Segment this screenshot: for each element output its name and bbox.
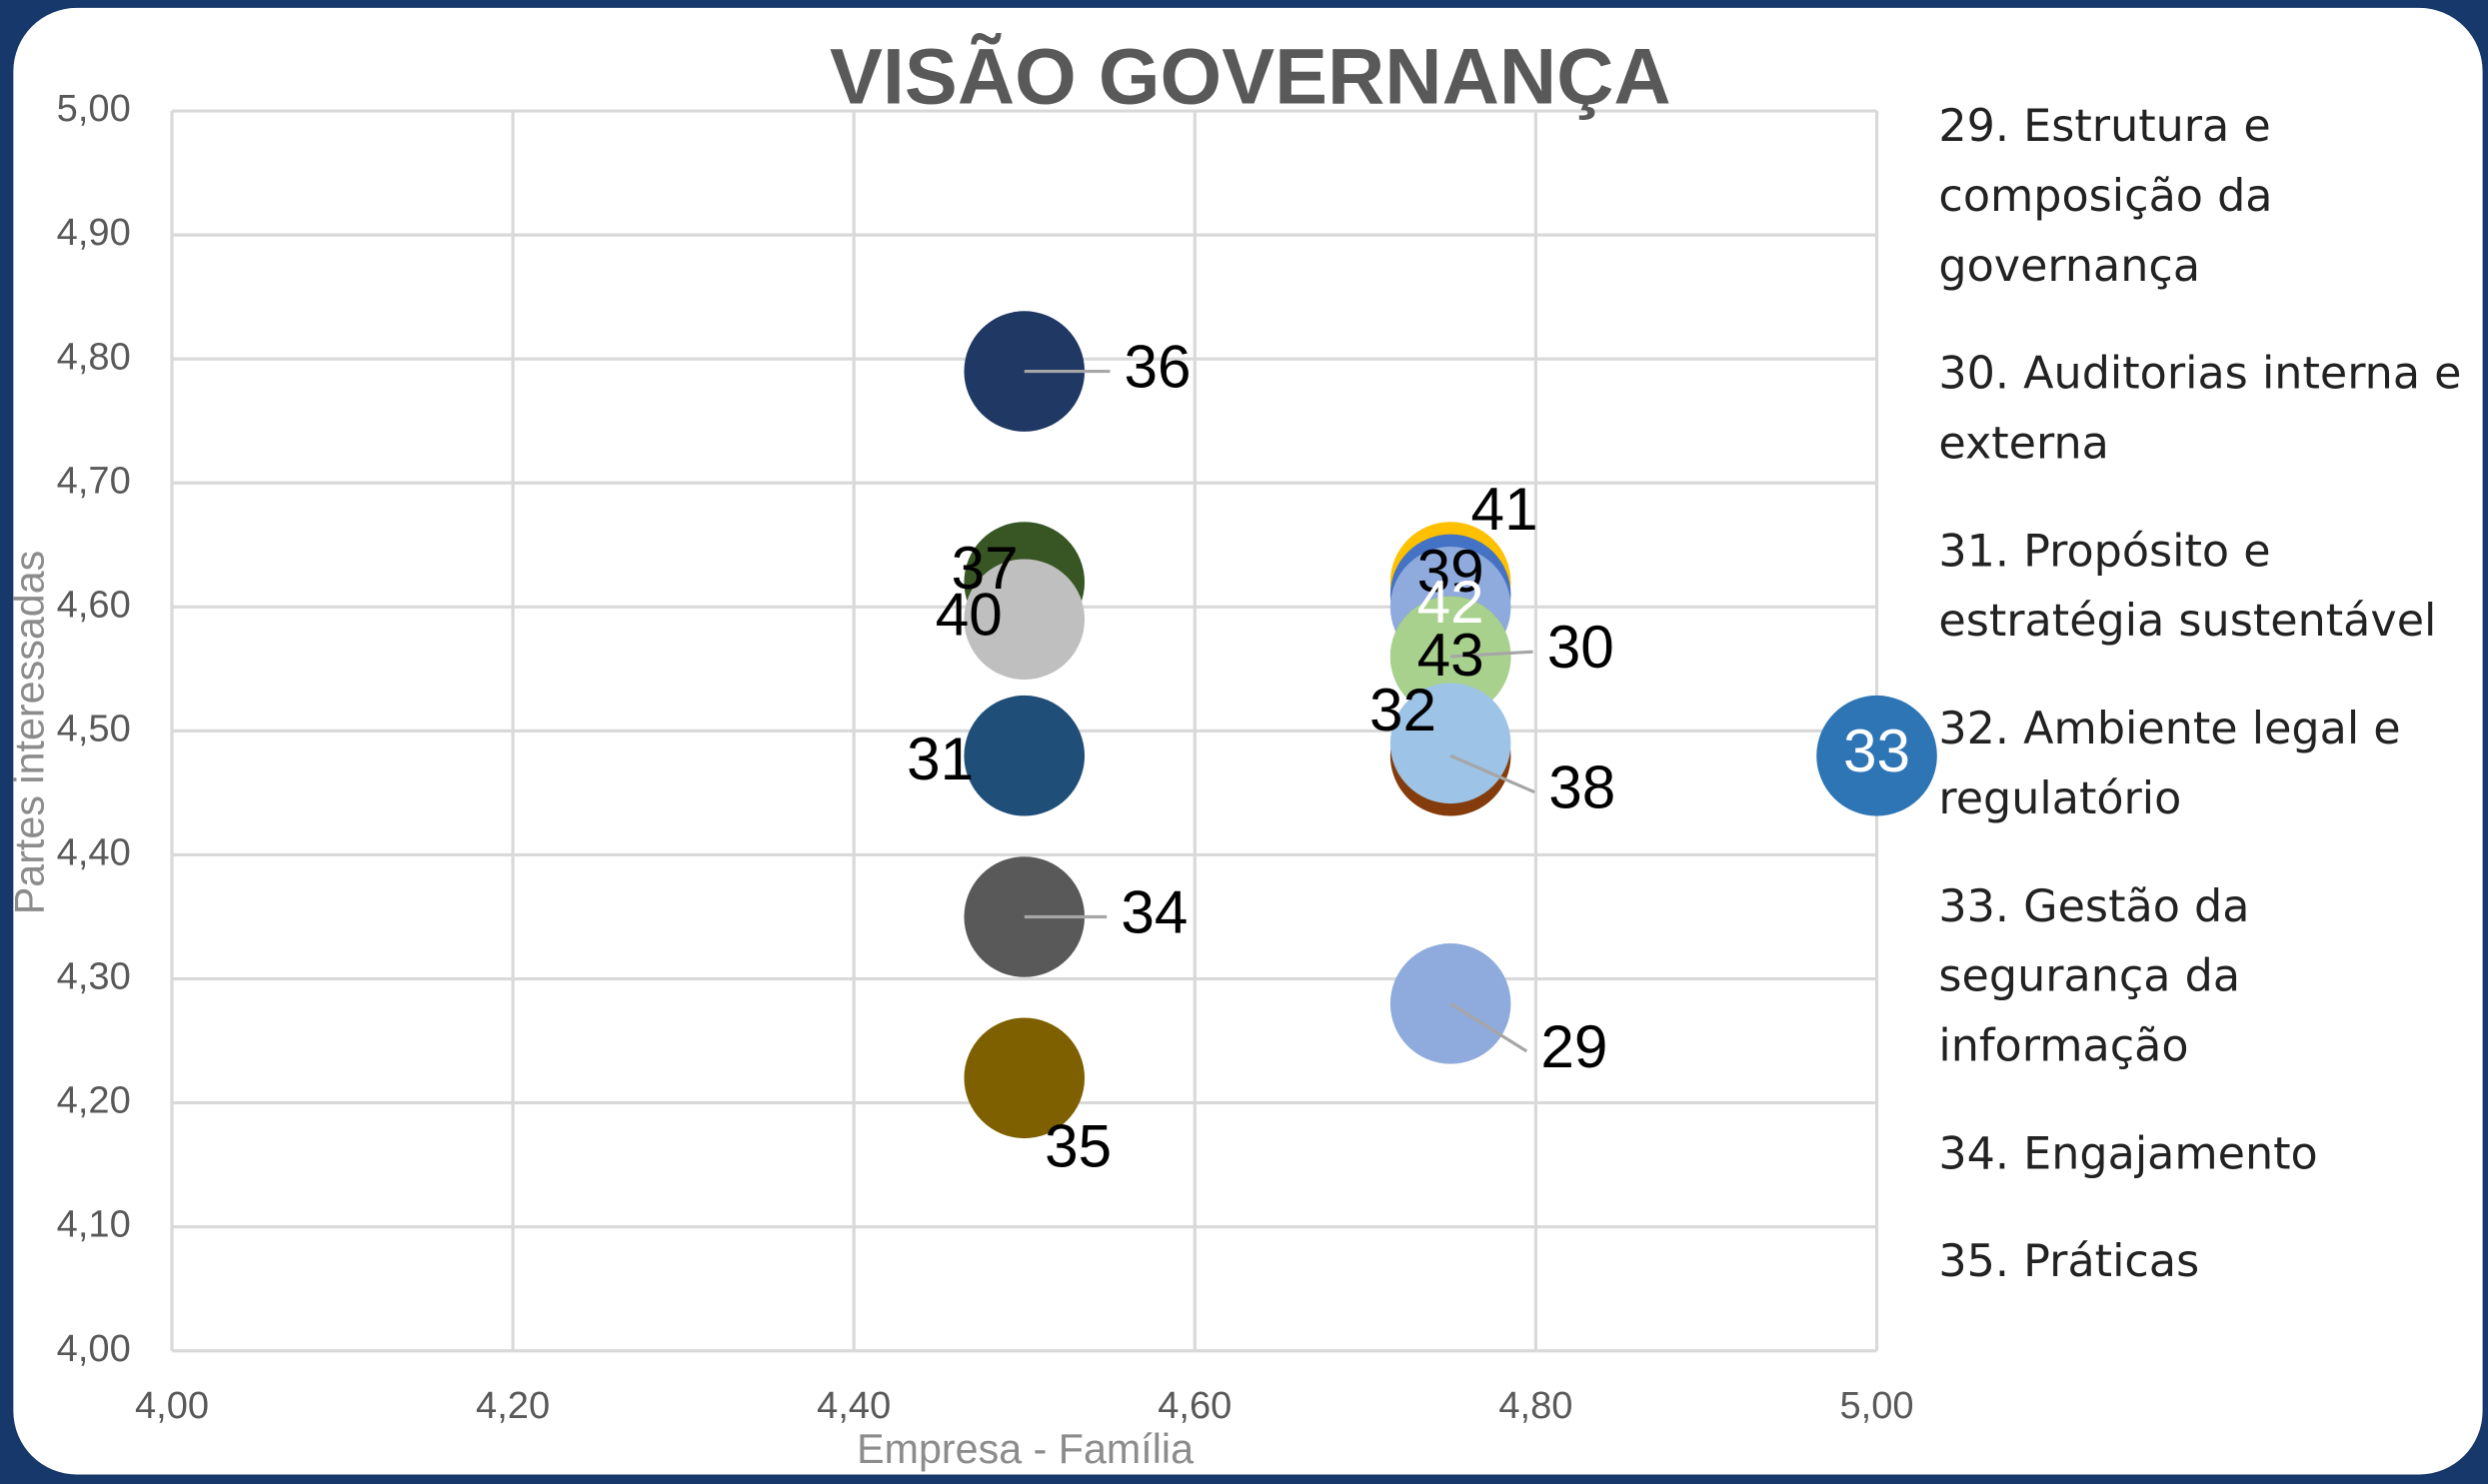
y-tick-label: 4,00: [57, 1328, 131, 1370]
x-tick-label: 4,20: [476, 1385, 550, 1427]
side-list-item: 32. Ambiente legal e regulatório: [1938, 702, 2401, 824]
side-list-item: 34. Engajamento: [1938, 1127, 2318, 1180]
side-list-box: 29. Estrutura e composição da governança…: [1938, 92, 2462, 1297]
y-tick-label: 4,20: [57, 1080, 131, 1122]
point-label: 36: [1125, 333, 1192, 401]
side-list-item: 29. Estrutura e composição da governança: [1938, 99, 2273, 292]
x-axis-label: Empresa - Família: [857, 1426, 1194, 1472]
point-label: 38: [1548, 753, 1615, 821]
y-tick-label: 4,80: [57, 336, 131, 378]
point-label: 34: [1121, 877, 1188, 945]
point-label: 43: [1417, 621, 1484, 689]
side-list-item: 30. Auditorias interna e externa: [1938, 347, 2462, 470]
point-label: 30: [1547, 613, 1614, 681]
x-tick-label: 4,60: [1158, 1385, 1232, 1427]
point-label: 31: [907, 725, 974, 792]
bubble: [964, 1017, 1086, 1139]
y-tick-label: 5,00: [57, 88, 131, 130]
point-label: 40: [936, 581, 1003, 649]
y-axis-label: Partes interessadas: [6, 551, 52, 915]
bubble: [964, 695, 1086, 816]
x-tick-label: 4,00: [135, 1385, 209, 1427]
side-list-item: 35. Práticas: [1938, 1234, 2200, 1288]
y-tick-label: 4,40: [57, 832, 131, 874]
y-tick-label: 4,60: [57, 584, 131, 626]
point-label: 39: [1417, 537, 1484, 605]
y-tick-label: 4,50: [57, 708, 131, 749]
chart-title: VISÃO GOVERNANÇA: [830, 31, 1671, 120]
side-list-item: 33. Gestão da segurança da informação: [1938, 879, 2250, 1072]
side-list: 29. Estrutura e composição da governança…: [1938, 92, 2462, 1297]
y-tick-label: 4,70: [57, 460, 131, 502]
point-label: 37: [952, 534, 1019, 602]
leader-line: [1449, 1001, 1528, 1053]
bubble: [1389, 683, 1511, 804]
bubble: [1816, 695, 1937, 816]
leader-line: [1450, 650, 1533, 659]
point-label: 29: [1540, 1012, 1607, 1080]
point-label: 42: [1417, 568, 1484, 636]
x-tick-label: 4,80: [1498, 1385, 1572, 1427]
y-tick-label: 4,10: [57, 1204, 131, 1246]
point-label: 32: [1369, 676, 1436, 743]
point-label: 41: [1471, 475, 1538, 543]
bubble: [1389, 596, 1511, 718]
x-tick-label: 4,40: [817, 1385, 891, 1427]
point-label: 33: [1843, 717, 1910, 784]
side-list-item: 31. Propósito e estratégia sustentável: [1938, 525, 2437, 648]
y-tick-label: 4,90: [57, 212, 131, 254]
x-tick-label: 5,00: [1839, 1385, 1913, 1427]
leader-line: [1449, 753, 1535, 794]
bubble: [964, 559, 1086, 681]
panel: [13, 7, 2483, 1475]
y-tick-label: 4,30: [57, 956, 131, 998]
point-label: 35: [1045, 1112, 1112, 1180]
